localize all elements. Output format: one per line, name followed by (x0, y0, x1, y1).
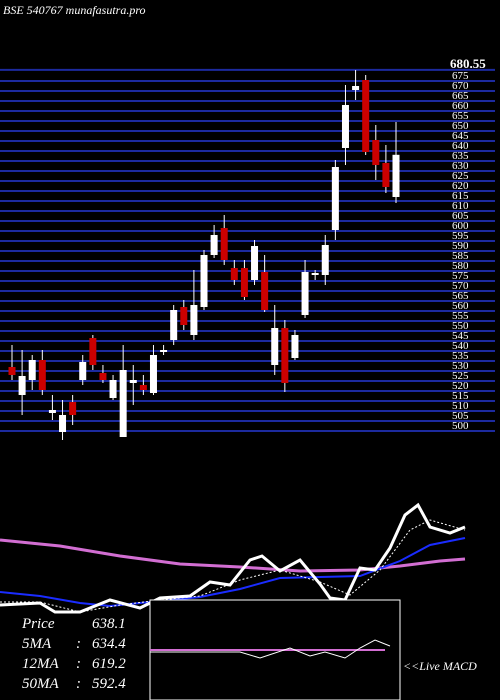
y-tick-label: 560 (452, 300, 469, 312)
y-tick-label: 620 (452, 180, 469, 192)
candle-body (301, 272, 309, 315)
candle-body (281, 328, 289, 383)
info-value: 638.1 (92, 616, 126, 632)
candle-body (149, 355, 157, 393)
y-tick-label: 605 (452, 210, 469, 222)
info-sep: : (76, 676, 81, 692)
candle-body (230, 268, 238, 280)
y-tick-label: 665 (452, 90, 469, 102)
y-tick-label: 530 (452, 360, 469, 372)
candle-body (99, 373, 107, 380)
ma50-line (0, 538, 466, 573)
candle-body (28, 360, 36, 380)
y-tick-label: 635 (452, 150, 469, 162)
y-tick-label: 555 (452, 310, 469, 322)
y-tick-label: 630 (452, 160, 469, 172)
candle-body (160, 350, 168, 352)
y-tick-label: 590 (452, 240, 469, 252)
info-value: 634.4 (92, 636, 126, 652)
candle-body (341, 105, 349, 148)
chart-title: BSE 540767 munafasutra.pro (3, 3, 146, 17)
price-line (0, 502, 466, 614)
candle-body (392, 154, 400, 197)
candle-body (240, 268, 248, 297)
ma12-line (0, 537, 466, 608)
y-tick-label: 525 (452, 370, 469, 382)
y-tick-label: 515 (452, 390, 469, 402)
y-tick-label: 585 (452, 250, 469, 262)
info-sep: : (76, 656, 81, 672)
y-tick-label: 520 (452, 380, 469, 392)
candle-body (352, 86, 360, 90)
y-tick-label: 615 (452, 190, 469, 202)
y-tick-label: 565 (452, 290, 469, 302)
candle-body (170, 310, 178, 340)
info-label: Price (21, 616, 55, 632)
y-tick-label: 640 (452, 140, 469, 152)
candle-body (372, 140, 380, 165)
candle-body (200, 255, 208, 307)
macd-line (150, 639, 391, 659)
y-tick-label: 550 (452, 320, 469, 332)
candle-body (69, 402, 77, 415)
y-tick-label: 500 (452, 420, 469, 432)
candle-body (210, 235, 218, 255)
candle-body (220, 228, 228, 260)
candle-body (129, 380, 137, 383)
candle-body (291, 335, 299, 358)
y-tick-label: 595 (452, 230, 469, 242)
candle-body (190, 305, 198, 335)
macd-label: <<Live MACD (403, 659, 477, 673)
y-tick-label: 575 (452, 270, 469, 282)
candle-body (8, 367, 16, 375)
candle-body (261, 272, 269, 310)
y-tick-label: 680.55 (450, 56, 486, 71)
candle-body (139, 385, 147, 390)
y-tick-label: 670 (452, 80, 469, 92)
info-value: 619.2 (92, 656, 126, 672)
ma5-line (0, 519, 466, 613)
y-tick-label: 570 (452, 280, 469, 292)
candle-body (180, 307, 188, 325)
candle-body (79, 362, 87, 380)
candle-body (331, 167, 339, 230)
y-tick-label: 675 (452, 70, 469, 82)
candle-body (48, 410, 56, 413)
candle-body (251, 246, 259, 280)
y-tick-label: 505 (452, 410, 469, 422)
candle-body (321, 245, 329, 275)
indicator-panel (0, 502, 466, 614)
info-label: 5MA (22, 636, 52, 652)
y-tick-label: 510 (452, 400, 469, 412)
y-tick-label: 540 (452, 340, 469, 352)
info-label: 12MA (22, 656, 59, 672)
candle-body (119, 370, 127, 437)
candle-body (362, 80, 370, 152)
candle-body (109, 380, 117, 398)
y-tick-label: 580 (452, 260, 469, 272)
y-tick-label: 660 (452, 100, 469, 112)
candle-body (59, 415, 67, 432)
candle-body (18, 376, 26, 395)
y-tick-label: 545 (452, 330, 469, 342)
y-tick-label: 645 (452, 130, 469, 142)
candle-body (311, 273, 319, 275)
info-sep: : (76, 636, 81, 652)
candle-body (382, 163, 390, 187)
y-tick-label: 655 (452, 110, 469, 122)
y-tick-label: 535 (452, 350, 469, 362)
y-tick-label: 625 (452, 170, 469, 182)
candle-body (271, 328, 279, 365)
candle-body (38, 360, 46, 390)
info-label: 50MA (22, 676, 59, 692)
y-tick-label: 600 (452, 220, 469, 232)
candle-body (89, 338, 97, 365)
y-tick-label: 610 (452, 200, 469, 212)
y-tick-label: 650 (452, 120, 469, 132)
info-value: 592.4 (92, 676, 126, 692)
